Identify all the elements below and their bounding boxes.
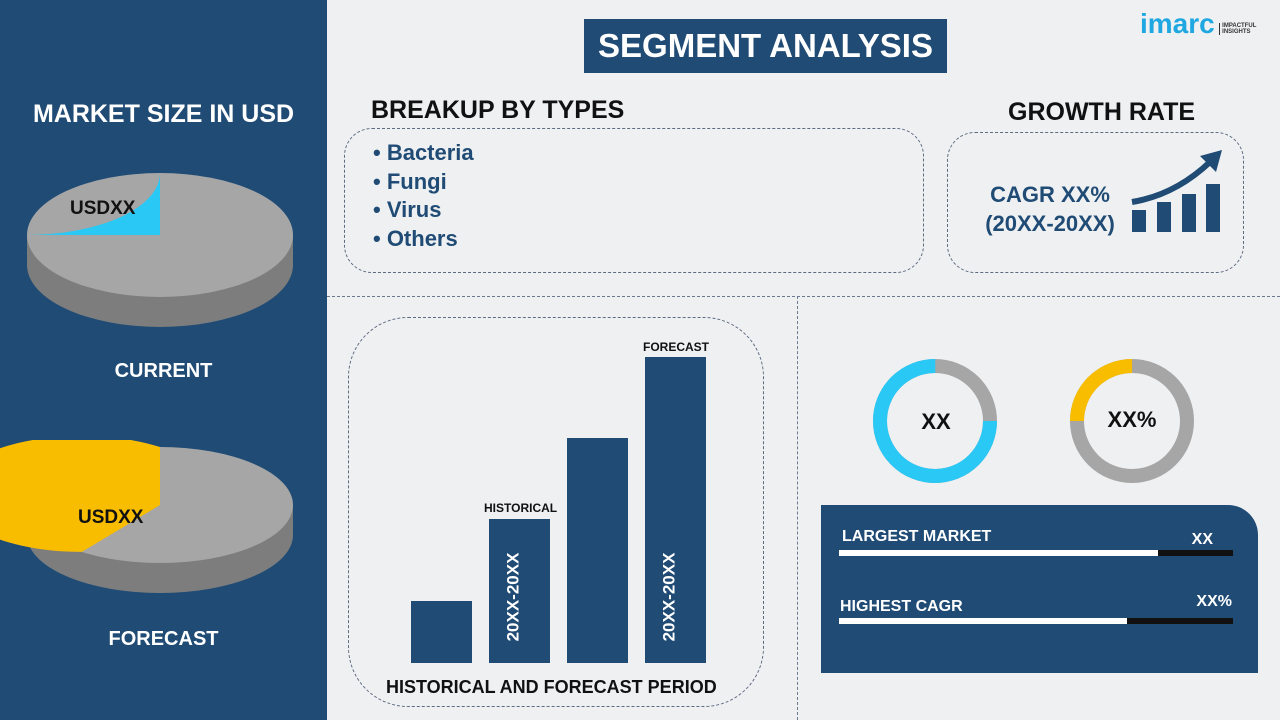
breakup-box xyxy=(344,128,924,273)
historical-label: HISTORICAL xyxy=(484,501,558,515)
market-size-heading: MARKET SIZE IN USD xyxy=(32,100,295,128)
breakup-item: • Bacteria xyxy=(373,140,474,165)
bar-chart-caption: HISTORICAL AND FORECAST PERIOD xyxy=(386,677,717,697)
donut-value: XX% xyxy=(1107,407,1157,432)
breakup-item: • Fungi xyxy=(373,169,447,194)
forecast-value: USDXX xyxy=(78,507,144,528)
breakup-heading: BREAKUP BY TYPES xyxy=(371,96,625,124)
pie-highlight-slice xyxy=(0,440,160,552)
cagr-text: CAGR XX% (20XX-20XX) xyxy=(985,182,1115,236)
donut-value: XX xyxy=(921,409,951,434)
page-title: SEGMENT ANALYSIS xyxy=(584,19,947,73)
growth-chart-icon xyxy=(1131,150,1222,232)
forecast-period: 20XX-20XX xyxy=(659,552,679,642)
bar xyxy=(567,438,628,663)
breakup-item: • Others xyxy=(373,226,458,251)
imarc-logo: imarc IMPACTFUL INSIGHTS xyxy=(1140,8,1259,40)
divider-h xyxy=(327,296,1280,297)
donut-charts xyxy=(873,359,1194,483)
breakup-item: • Virus xyxy=(373,197,442,222)
growth-box xyxy=(947,132,1244,273)
progress-bar xyxy=(839,550,1233,556)
donut-segment xyxy=(1070,359,1194,483)
bar xyxy=(645,356,706,663)
stats-panel: LARGEST MARKET XX HIGHEST CAGR XX% xyxy=(821,505,1258,673)
stat-value: XX% xyxy=(1196,593,1232,610)
divider-v xyxy=(797,296,798,720)
bar-chart-box xyxy=(348,317,764,707)
forecast-pie xyxy=(0,440,293,593)
left-panel xyxy=(0,0,327,720)
donut-segment xyxy=(873,359,997,483)
stat-value: XX xyxy=(1191,531,1213,548)
historical-period: 20XX-20XX xyxy=(503,552,523,642)
growth-heading: GROWTH RATE xyxy=(1008,98,1196,126)
current-value: USDXX xyxy=(70,198,136,219)
forecast-label: FORECAST xyxy=(108,628,219,650)
bar xyxy=(489,519,550,663)
progress-bar xyxy=(839,618,1233,624)
current-label: CURRENT xyxy=(114,360,213,382)
stat-label: LARGEST MARKET xyxy=(842,528,992,545)
bar xyxy=(411,600,472,663)
forecast-label: FORECAST xyxy=(643,340,709,354)
stat-label: HIGHEST CAGR xyxy=(840,598,963,615)
current-pie xyxy=(27,173,293,327)
pie-highlight-slice xyxy=(27,173,160,235)
